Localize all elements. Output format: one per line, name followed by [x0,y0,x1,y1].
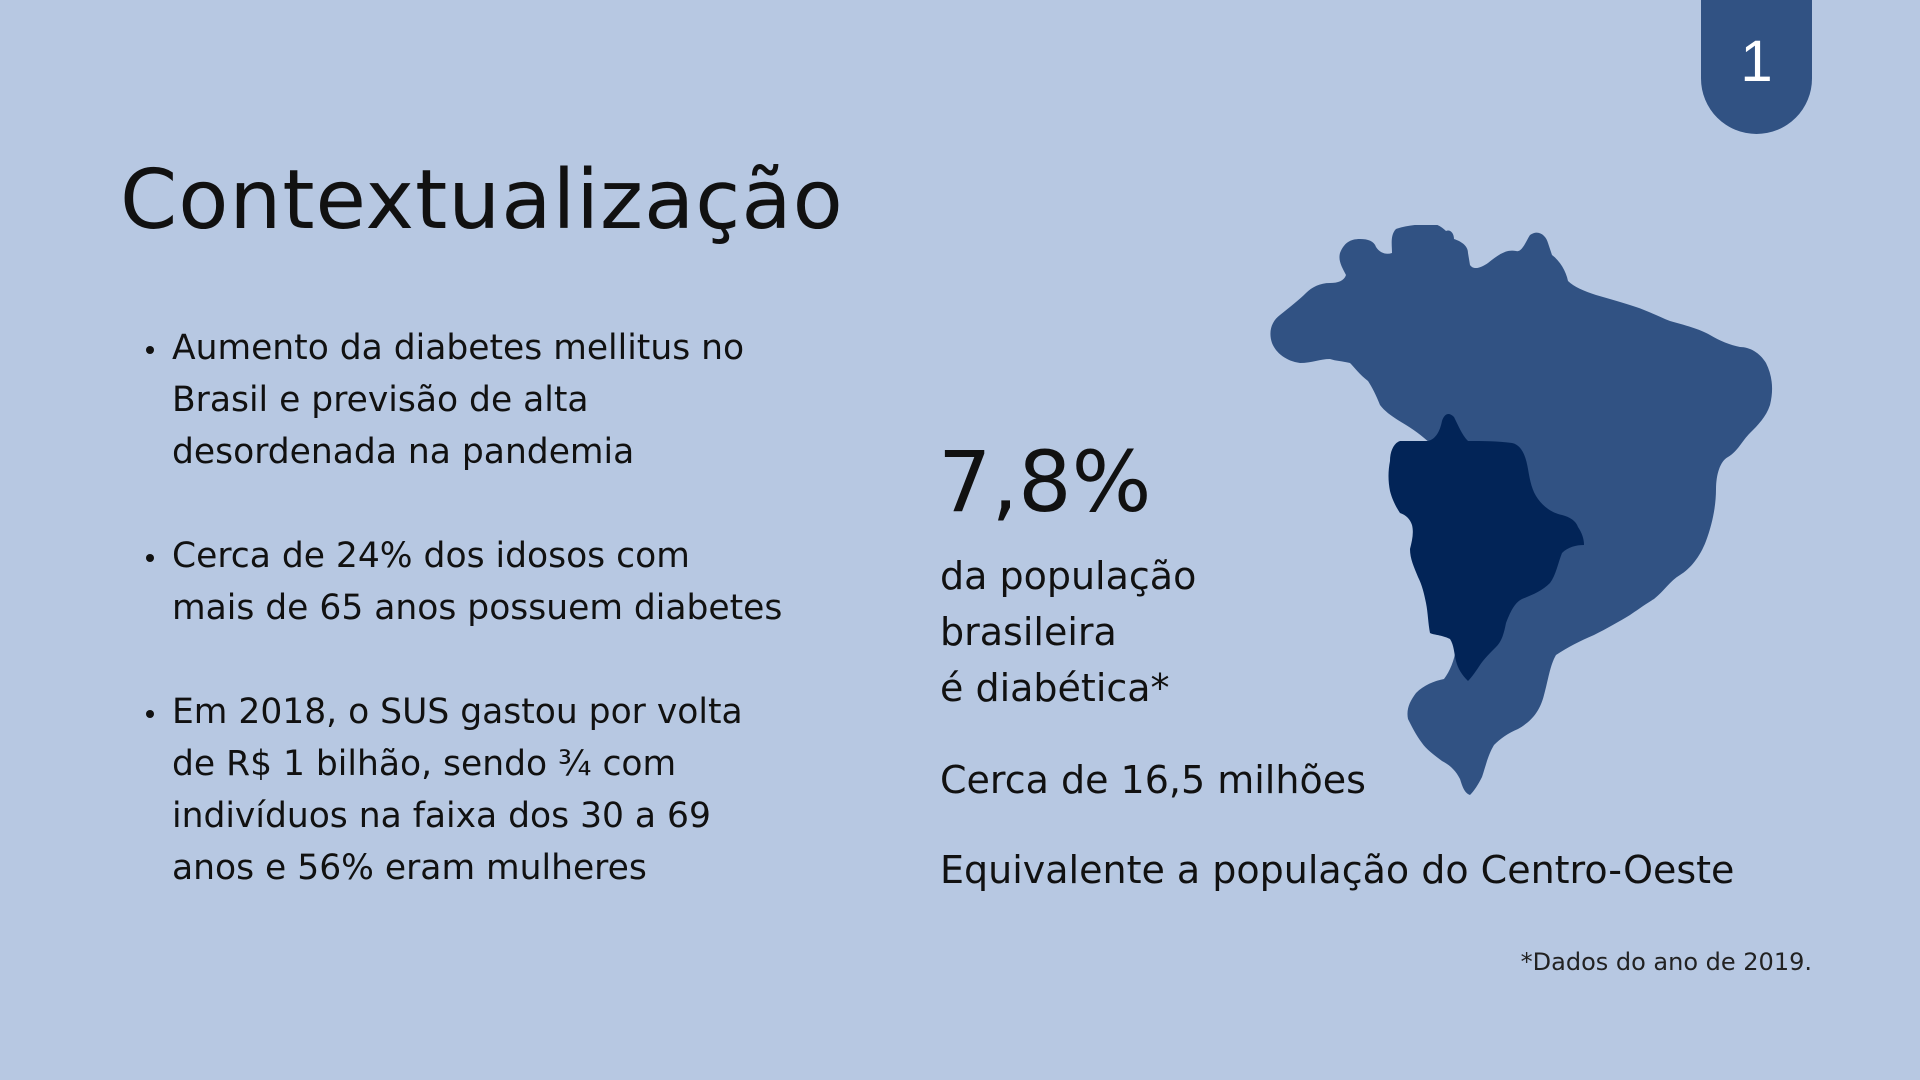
stat-percentage: 7,8% [938,433,1152,531]
bullet-item: Em 2018, o SUS gastou por volta de R$ 1 … [142,686,862,894]
centro-oeste-region-icon [1388,414,1584,681]
bullet-line: Brasil e previsão de alta [172,380,589,420]
stat-description-line: da população [940,554,1197,598]
bullet-line: indivíduos na faixa dos 30 a 69 [172,796,711,836]
bullet-line: desordenada na pandemia [172,432,635,472]
bullet-list: Aumento da diabetes mellitus no Brasil e… [142,322,862,946]
stat-description-line: é diabética* [940,666,1170,710]
bullet-item: Cerca de 24% dos idosos com mais de 65 a… [142,530,862,634]
brazil-map-icon [1270,225,1773,795]
stat-description: da população brasileira é diabética* [940,548,1196,716]
page-number-badge: 1 [1701,0,1812,134]
stat-equivalent: Equivalente a população do Centro-Oeste [940,848,1735,892]
footnote: *Dados do ano de 2019. [1520,948,1812,976]
stat-count: Cerca de 16,5 milhões [940,758,1366,802]
page-title: Contextualização [120,153,844,248]
bullet-line: Cerca de 24% dos idosos com [172,536,690,576]
bullet-item: Aumento da diabetes mellitus no Brasil e… [142,322,862,478]
bullet-line: Aumento da diabetes mellitus no [172,328,745,368]
bullet-line: Em 2018, o SUS gastou por volta [172,692,743,732]
stat-description-line: brasileira [940,610,1117,654]
bullet-line: de R$ 1 bilhão, sendo ¾ com [172,744,677,784]
page-number: 1 [1740,29,1773,94]
bullet-line: mais de 65 anos possuem diabetes [172,588,783,628]
bullet-line: anos e 56% eram mulheres [172,848,647,888]
